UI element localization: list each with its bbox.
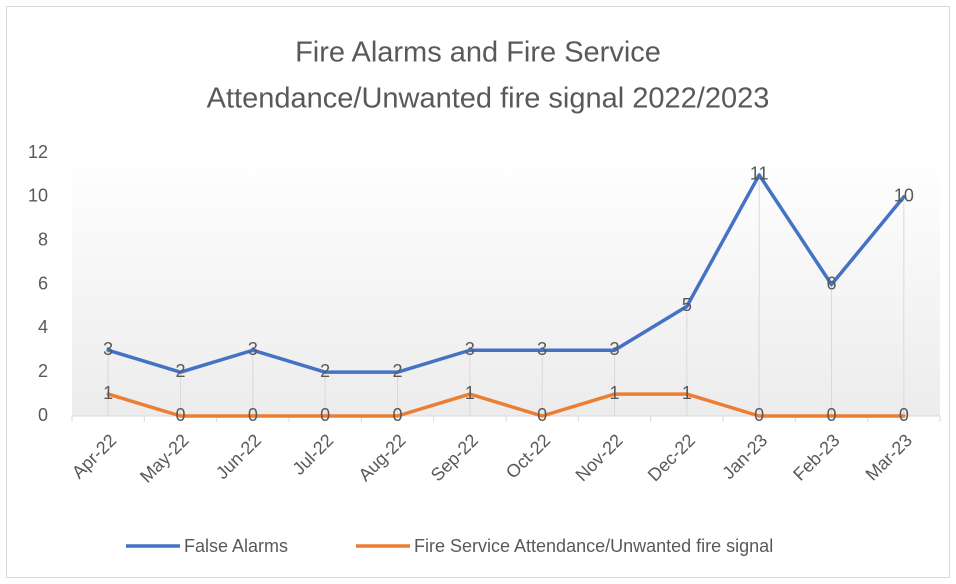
- data-label: 6: [826, 273, 836, 293]
- data-label: 2: [392, 361, 402, 381]
- data-label: 11: [750, 164, 769, 184]
- y-tick-label: 12: [28, 142, 48, 162]
- data-label: 3: [248, 339, 258, 359]
- series-line: [106, 392, 906, 418]
- data-label: 0: [754, 405, 764, 425]
- data-label: 5: [682, 295, 692, 315]
- y-tick-label: 8: [38, 229, 48, 249]
- series-line: [106, 173, 906, 374]
- y-tick-label: 6: [38, 273, 48, 293]
- data-label: 3: [609, 339, 619, 359]
- chart-title: Fire Alarms and Fire Service: [295, 37, 661, 69]
- data-label: 1: [465, 383, 475, 403]
- data-label: 10: [894, 186, 914, 206]
- data-label: 0: [320, 405, 330, 425]
- legend-label: False Alarms: [184, 536, 288, 556]
- data-label: 0: [826, 405, 836, 425]
- chart-title: Attendance/Unwanted fire signal 2022/202…: [207, 83, 770, 115]
- data-label: 1: [682, 383, 692, 403]
- data-label: 2: [320, 361, 330, 381]
- data-label: 0: [392, 405, 402, 425]
- legend-label: Fire Service Attendance/Unwanted fire si…: [414, 536, 773, 556]
- data-label: 3: [103, 339, 113, 359]
- data-label: 1: [103, 383, 113, 403]
- data-label: 0: [175, 405, 185, 425]
- plot-area: [72, 153, 940, 416]
- data-label: 0: [248, 405, 258, 425]
- data-label: 3: [537, 339, 547, 359]
- y-tick-label: 0: [38, 405, 48, 425]
- data-label: 0: [899, 405, 909, 425]
- y-tick-label: 2: [38, 361, 48, 381]
- data-label: 1: [609, 383, 619, 403]
- y-tick-label: 4: [38, 317, 48, 337]
- data-label: 3: [465, 339, 475, 359]
- data-label: 2: [175, 361, 185, 381]
- data-label: 0: [537, 405, 547, 425]
- y-tick-label: 10: [28, 186, 48, 206]
